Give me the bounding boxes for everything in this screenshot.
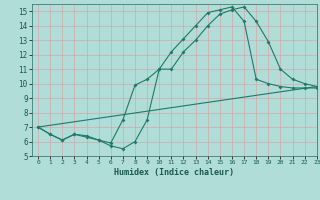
X-axis label: Humidex (Indice chaleur): Humidex (Indice chaleur)	[115, 168, 234, 177]
